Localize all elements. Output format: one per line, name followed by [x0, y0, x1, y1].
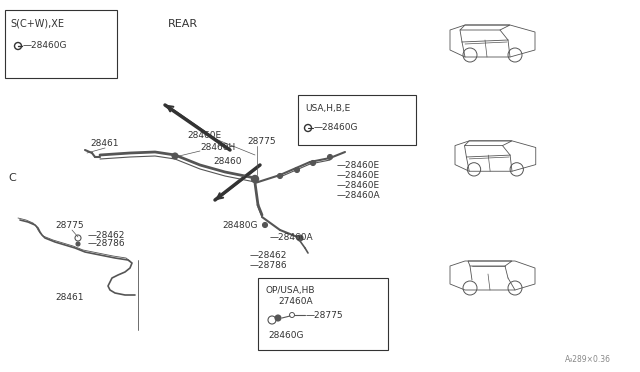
Text: —28786: —28786 [88, 240, 125, 248]
Circle shape [297, 235, 303, 241]
Text: USA,H,B,E: USA,H,B,E [305, 103, 350, 112]
Circle shape [310, 160, 316, 166]
Text: —28460E: —28460E [337, 160, 380, 170]
Text: —28462: —28462 [250, 250, 287, 260]
Text: S(C+W),XE: S(C+W),XE [10, 19, 64, 29]
Circle shape [262, 222, 268, 228]
Circle shape [328, 154, 333, 160]
Text: 28480G: 28480G [222, 221, 257, 230]
Text: —28460E: —28460E [337, 170, 380, 180]
Text: —28460A: —28460A [337, 190, 381, 199]
Text: 28461: 28461 [55, 294, 83, 302]
Circle shape [172, 153, 178, 159]
Circle shape [275, 315, 281, 321]
Text: 28460E: 28460E [187, 131, 221, 140]
Text: 28460: 28460 [213, 157, 241, 167]
Bar [258, 278, 388, 350]
Text: REAR: REAR [168, 19, 198, 29]
Text: OP/USA,HB: OP/USA,HB [265, 285, 314, 295]
Text: C: C [8, 173, 16, 183]
Circle shape [252, 176, 259, 183]
Text: —28786: —28786 [250, 260, 287, 269]
Bar [298, 95, 416, 145]
Text: —28460E: —28460E [337, 180, 380, 189]
Text: —28462: —28462 [88, 231, 125, 240]
Text: —28460A: —28460A [270, 234, 314, 243]
Circle shape [294, 167, 300, 173]
Bar [5, 10, 117, 78]
Text: A₉289×0.36: A₉289×0.36 [565, 356, 611, 365]
Text: —28460G: —28460G [314, 124, 358, 132]
Text: 27460A: 27460A [278, 298, 312, 307]
Text: 28461: 28461 [90, 138, 118, 148]
Text: —28460G: —28460G [23, 42, 67, 51]
Text: 28775: 28775 [247, 138, 276, 147]
Circle shape [76, 242, 80, 246]
Circle shape [278, 173, 282, 179]
Text: —28775: —28775 [306, 311, 344, 320]
Text: 28460G: 28460G [268, 331, 303, 340]
Text: 28460H: 28460H [200, 144, 236, 153]
Text: 28775: 28775 [55, 221, 84, 230]
